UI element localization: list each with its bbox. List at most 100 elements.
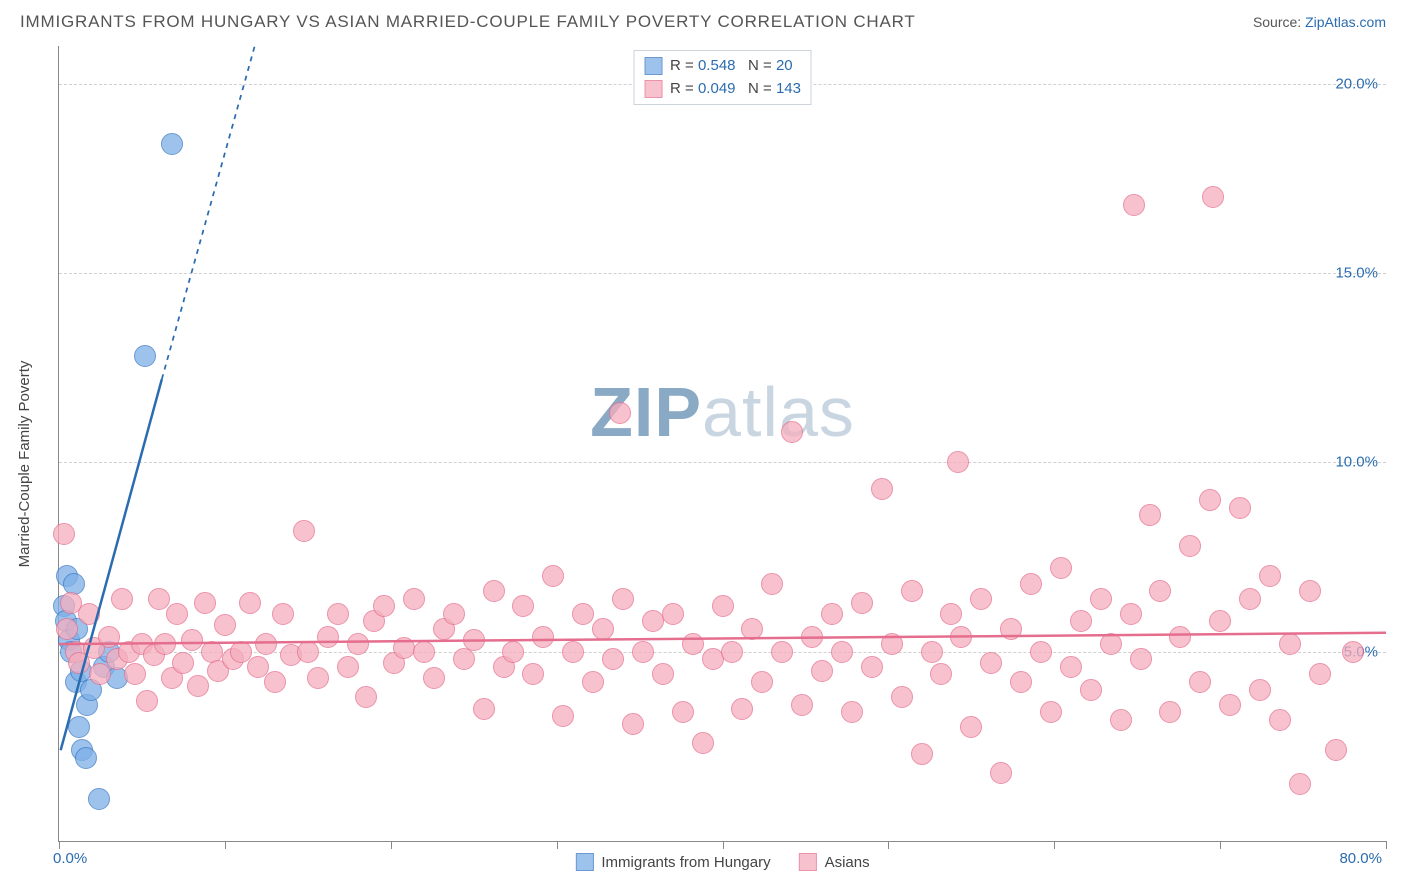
data-point-asians xyxy=(1279,633,1301,655)
data-point-asians xyxy=(393,637,415,659)
data-point-asians xyxy=(181,629,203,651)
chart-title: IMMIGRANTS FROM HUNGARY VS ASIAN MARRIED… xyxy=(20,12,916,32)
data-point-asians xyxy=(98,626,120,648)
gridline-h xyxy=(59,462,1386,463)
x-tick xyxy=(723,841,724,849)
data-point-asians xyxy=(1209,610,1231,632)
data-point-asians xyxy=(307,667,329,689)
data-point-asians xyxy=(1179,535,1201,557)
data-point-asians xyxy=(771,641,793,663)
data-point-asians xyxy=(124,663,146,685)
data-point-asians xyxy=(1000,618,1022,640)
data-point-asians xyxy=(970,588,992,610)
data-point-asians xyxy=(861,656,883,678)
data-point-asians xyxy=(1229,497,1251,519)
data-point-asians xyxy=(1309,663,1331,685)
data-point-asians xyxy=(990,762,1012,784)
legend-row-hungary: R = 0.548 N = 20 xyxy=(644,55,801,78)
data-point-asians xyxy=(187,675,209,697)
data-point-asians xyxy=(512,595,534,617)
data-point-asians xyxy=(148,588,170,610)
y-tick-label: 20.0% xyxy=(1335,75,1378,92)
data-point-hungary xyxy=(68,716,90,738)
data-point-asians xyxy=(355,686,377,708)
data-point-asians xyxy=(1040,701,1062,723)
data-point-asians xyxy=(682,633,704,655)
data-point-asians xyxy=(1249,679,1271,701)
data-point-asians xyxy=(582,671,604,693)
data-point-asians xyxy=(1050,557,1072,579)
data-point-asians xyxy=(741,618,763,640)
data-point-asians xyxy=(297,641,319,663)
data-point-asians xyxy=(1149,580,1171,602)
x-tick xyxy=(1220,841,1221,849)
data-point-asians xyxy=(1169,626,1191,648)
data-point-asians xyxy=(947,451,969,473)
data-point-asians xyxy=(1080,679,1102,701)
legend-item-hungary: Immigrants from Hungary xyxy=(575,853,770,871)
legend-series: Immigrants from HungaryAsians xyxy=(575,853,869,871)
data-point-asians xyxy=(791,694,813,716)
data-point-asians xyxy=(712,595,734,617)
y-tick-label: 10.0% xyxy=(1335,454,1378,471)
data-point-asians xyxy=(960,716,982,738)
data-point-asians xyxy=(881,633,903,655)
data-point-asians xyxy=(612,588,634,610)
source-attribution: Source: ZipAtlas.com xyxy=(1253,14,1386,30)
data-point-asians xyxy=(1010,671,1032,693)
data-point-asians xyxy=(214,614,236,636)
source-link[interactable]: ZipAtlas.com xyxy=(1305,14,1386,30)
data-point-asians xyxy=(443,603,465,625)
data-point-asians xyxy=(662,603,684,625)
data-point-asians xyxy=(761,573,783,595)
data-point-hungary xyxy=(161,133,183,155)
data-point-asians xyxy=(423,667,445,689)
data-point-asians xyxy=(901,580,923,602)
data-point-asians xyxy=(1189,671,1211,693)
data-point-asians xyxy=(891,686,913,708)
data-point-asians xyxy=(1219,694,1241,716)
data-point-asians xyxy=(1325,739,1347,761)
data-point-asians xyxy=(911,743,933,765)
data-point-asians xyxy=(841,701,863,723)
data-point-asians xyxy=(871,478,893,500)
legend-row-asians: R = 0.049 N = 143 xyxy=(644,78,801,101)
data-point-asians xyxy=(136,690,158,712)
data-point-asians xyxy=(1342,641,1364,663)
data-point-asians xyxy=(652,663,674,685)
data-point-asians xyxy=(940,603,962,625)
data-point-asians xyxy=(572,603,594,625)
data-point-asians xyxy=(1110,709,1132,731)
data-point-asians xyxy=(592,618,614,640)
legend-stats-text: R = 0.049 N = 143 xyxy=(670,78,801,101)
x-tick xyxy=(1054,841,1055,849)
data-point-asians xyxy=(1060,656,1082,678)
data-point-asians xyxy=(413,641,435,663)
chart-container: Married-Couple Family Poverty ZIPatlas 5… xyxy=(20,46,1386,882)
data-point-hungary xyxy=(88,788,110,810)
data-point-asians xyxy=(702,648,724,670)
data-point-asians xyxy=(1299,580,1321,602)
data-point-asians xyxy=(463,629,485,651)
data-point-asians xyxy=(1100,633,1122,655)
data-point-asians xyxy=(166,603,188,625)
data-point-asians xyxy=(1120,603,1142,625)
x-tick xyxy=(888,841,889,849)
data-point-asians xyxy=(542,565,564,587)
data-point-asians xyxy=(811,660,833,682)
data-point-asians xyxy=(532,626,554,648)
data-point-asians xyxy=(921,641,943,663)
data-point-asians xyxy=(1199,489,1221,511)
data-point-asians xyxy=(562,641,584,663)
data-point-asians xyxy=(317,626,339,648)
legend-stats-text: R = 0.548 N = 20 xyxy=(670,55,793,78)
data-point-asians xyxy=(632,641,654,663)
data-point-hungary xyxy=(134,345,156,367)
data-point-asians xyxy=(264,671,286,693)
data-point-asians xyxy=(154,633,176,655)
x-tick xyxy=(225,841,226,849)
data-point-asians xyxy=(1123,194,1145,216)
data-point-asians xyxy=(522,663,544,685)
data-point-asians xyxy=(403,588,425,610)
data-point-asians xyxy=(337,656,359,678)
